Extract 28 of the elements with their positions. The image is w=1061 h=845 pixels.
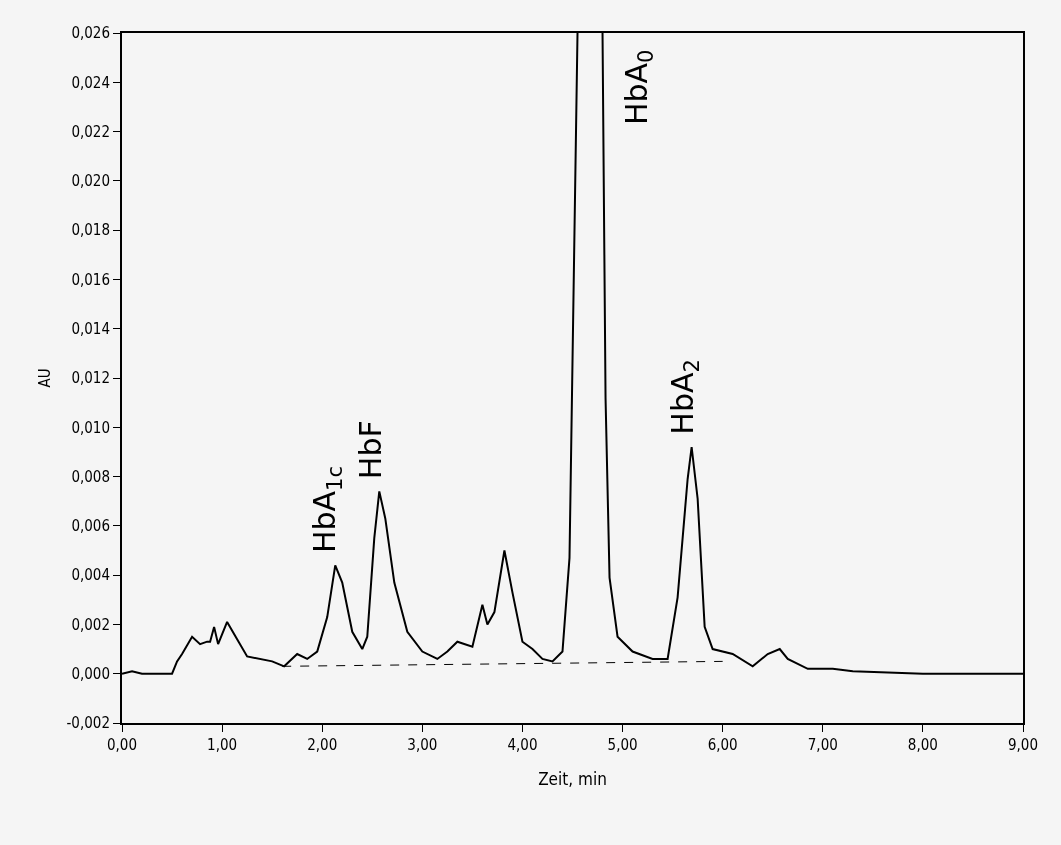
y-tick-label: 0,004: [71, 566, 110, 585]
y-tick-label: 0,000: [71, 664, 110, 683]
x-tick-label: 7,00: [807, 736, 838, 754]
y-tick-label: 0,024: [71, 73, 110, 92]
x-tick-label: 1,00: [207, 736, 238, 754]
y-tick-label: 0,014: [71, 319, 110, 338]
y-tick-label: 0,018: [71, 221, 110, 240]
x-tick-label: 9,00: [1007, 736, 1039, 754]
y-tick-label: 0,002: [71, 615, 110, 634]
x-tick-label: 5,00: [607, 736, 638, 754]
x-tick-label: 8,00: [907, 736, 938, 754]
x-tick-label: 6,00: [707, 736, 738, 754]
y-tick-label: 0,010: [71, 418, 110, 437]
y-tick-label: 0,006: [71, 517, 110, 536]
annotation: HbF: [353, 420, 389, 480]
y-tick-label: -0,002: [66, 714, 110, 733]
y-tick-label: 0,020: [71, 172, 110, 191]
x-tick-label: 3,00: [407, 736, 438, 754]
y-tick-label: 0,026: [71, 24, 110, 43]
x-tick-label: 0,00: [106, 736, 138, 754]
y-tick-label: 0,008: [71, 467, 110, 486]
x-tick-label: 4,00: [507, 736, 538, 754]
y-axis-title: AU: [36, 368, 55, 388]
y-tick-label: 0,016: [71, 270, 110, 289]
x-tick-label: 2,00: [307, 736, 338, 754]
y-tick-label: 0,022: [71, 122, 110, 141]
x-axis-title: Zeit, min: [538, 769, 607, 789]
y-tick-label: 0,012: [71, 369, 110, 388]
